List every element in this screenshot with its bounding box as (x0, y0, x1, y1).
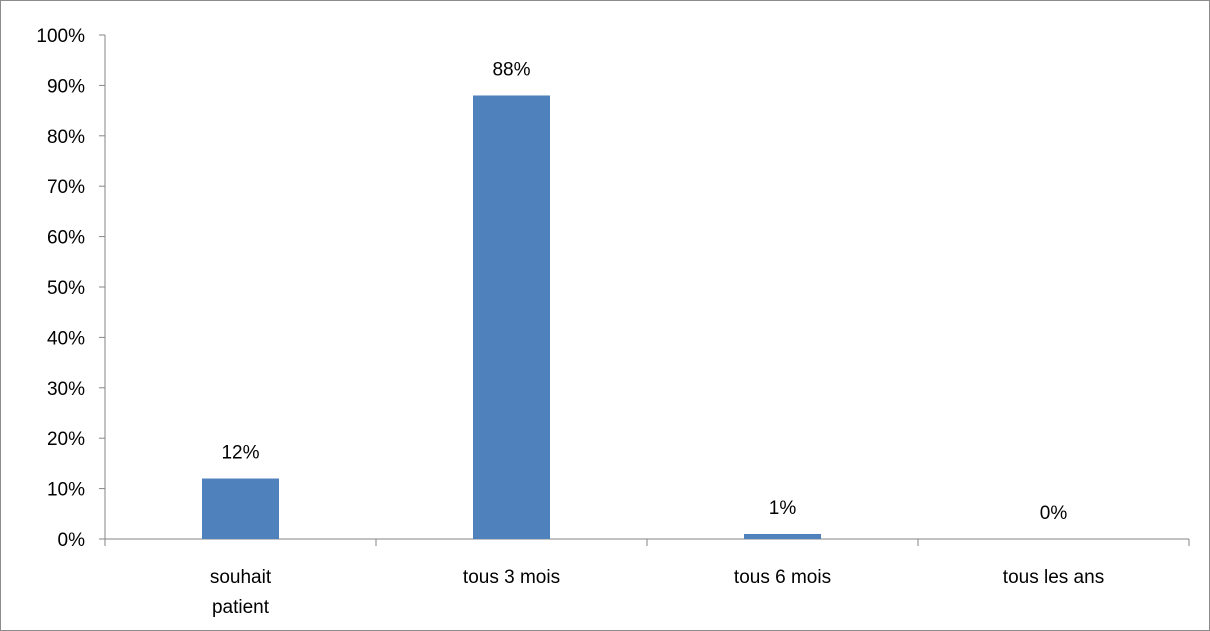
bar (473, 95, 550, 539)
y-tick-label: 70% (47, 177, 85, 198)
y-tick-label: 0% (58, 530, 86, 551)
y-tick-label: 10% (47, 480, 85, 501)
y-tick-label: 80% (47, 127, 85, 148)
category-label: souhait (210, 567, 272, 588)
bar (202, 478, 279, 539)
data-label: 12% (221, 443, 259, 464)
data-label: 0% (1040, 503, 1068, 524)
category-label: tous 6 mois (734, 567, 831, 588)
y-tick-label: 90% (47, 76, 85, 97)
data-label: 1% (769, 498, 797, 519)
category-label: patient (212, 597, 270, 618)
y-tick-label: 50% (47, 278, 85, 299)
data-label: 88% (492, 59, 530, 80)
y-tick-label: 30% (47, 379, 85, 400)
y-tick-label: 20% (47, 429, 85, 450)
category-label: tous les ans (1003, 567, 1104, 588)
bar (744, 533, 821, 539)
y-tick-label: 40% (47, 328, 85, 349)
category-label: tous 3 mois (463, 567, 560, 588)
y-tick-label: 60% (47, 228, 85, 249)
y-tick-label: 100% (36, 26, 85, 47)
